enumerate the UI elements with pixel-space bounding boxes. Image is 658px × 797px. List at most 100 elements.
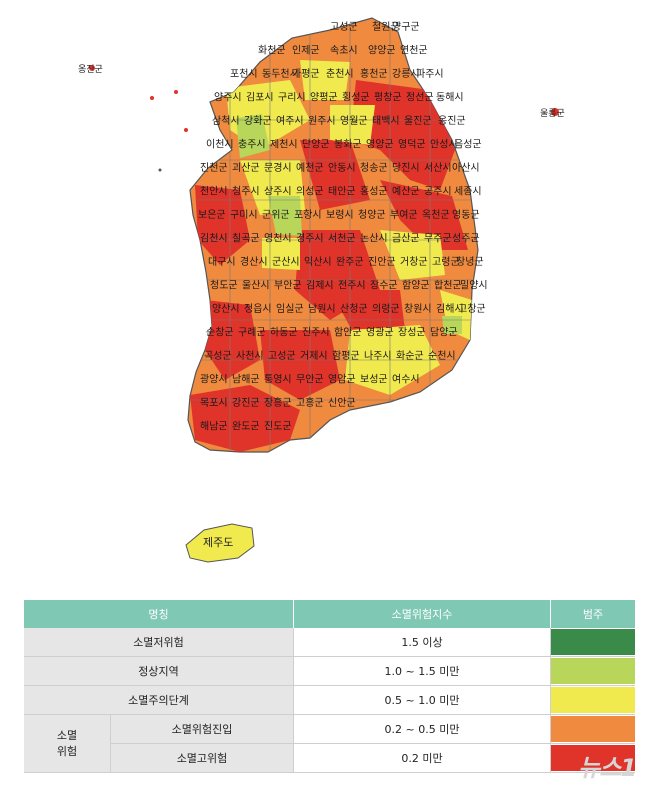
region-label: 거창군 bbox=[400, 256, 428, 268]
region-label: 봉화군 bbox=[334, 139, 362, 151]
region-label: 해남군 bbox=[200, 420, 228, 433]
region-label: 영양군 bbox=[366, 139, 394, 151]
region-label: 서산시 bbox=[424, 162, 452, 174]
region-label: 부여군 bbox=[390, 209, 418, 221]
legend-swatch bbox=[551, 686, 635, 715]
legend-header-category: 범주 bbox=[551, 600, 635, 628]
region-label: 남해군 bbox=[232, 373, 260, 386]
island-label-ongjin: 옹진군 bbox=[78, 64, 103, 75]
region-label: 장성군 bbox=[398, 327, 426, 339]
legend-swatch bbox=[551, 657, 635, 686]
region-label: 단양군 bbox=[302, 139, 330, 151]
region-label: 인제군 bbox=[292, 45, 320, 57]
jeju-label: 제주도 bbox=[203, 536, 233, 549]
region-label: 세종시 bbox=[454, 186, 482, 198]
region-label: 논산시 bbox=[360, 233, 388, 245]
region-label: 담양군 bbox=[430, 327, 458, 339]
region-label: 양산시 bbox=[212, 303, 240, 315]
region-label: 횡성군 bbox=[342, 92, 370, 104]
region-label: 연천군 bbox=[400, 45, 428, 57]
legend-swatch bbox=[551, 744, 635, 773]
region-label: 옹진군 bbox=[438, 115, 466, 127]
legend-index: 0.5 ~ 1.0 미만 bbox=[294, 686, 551, 715]
region-label: 김제시 bbox=[306, 280, 334, 292]
region-label: 안동시 bbox=[328, 162, 356, 174]
region-label: 공주시 bbox=[424, 186, 452, 198]
legend-header-index: 소멸위험지수 bbox=[294, 600, 551, 628]
region-label: 무주군 bbox=[424, 233, 452, 245]
region-label: 상주시 bbox=[264, 186, 292, 198]
region-label: 김천시 bbox=[200, 233, 228, 245]
region-label: 함양군 bbox=[402, 280, 430, 292]
region-label: 칠곡군 bbox=[232, 233, 260, 245]
region-label: 강화군 bbox=[244, 115, 272, 127]
region-label: 춘천시 bbox=[326, 68, 354, 80]
island bbox=[158, 168, 162, 172]
region-label: 부안군 bbox=[274, 280, 302, 292]
legend-group-text: 소멸 위험 bbox=[56, 728, 78, 758]
region-label: 의성군 bbox=[296, 186, 324, 198]
region-label: 밀양시 bbox=[460, 280, 488, 292]
region-label: 청양군 bbox=[358, 209, 386, 221]
region-label: 속초시 bbox=[330, 45, 358, 57]
region-label: 광양시 bbox=[200, 374, 228, 386]
legend-index: 0.2 미만 bbox=[294, 744, 551, 773]
mainland bbox=[187, 17, 479, 453]
jeju-island: 제주도 bbox=[185, 523, 255, 563]
region-label: 구미시 bbox=[230, 209, 258, 221]
region-label: 파주시 bbox=[416, 68, 444, 80]
region-label: 포천시 bbox=[230, 68, 258, 80]
region-label: 동두천시 bbox=[262, 68, 299, 80]
region-label: 거제시 bbox=[300, 350, 328, 362]
region-label: 태백시 bbox=[372, 115, 400, 127]
region-label: 진도군 bbox=[264, 421, 292, 433]
region-label: 울진군 bbox=[404, 115, 432, 127]
legend-swatch bbox=[551, 628, 635, 657]
region-label: 경산시 bbox=[240, 255, 268, 268]
region-label: 화천군 bbox=[258, 45, 286, 57]
region-label: 보은군 bbox=[198, 209, 226, 221]
region-label: 여수시 bbox=[392, 374, 420, 386]
region-label: 신안군 bbox=[328, 397, 356, 409]
region-label: 이천시 bbox=[206, 139, 234, 151]
region-label: 양양군 bbox=[368, 45, 396, 57]
legend-name: 소멸저위험 bbox=[24, 628, 294, 657]
legend-name: 소멸고위험 bbox=[111, 744, 294, 773]
region-label: 무안군 bbox=[296, 374, 324, 386]
region-label: 홍성군 bbox=[360, 185, 388, 198]
region-label: 전주시 bbox=[338, 280, 366, 292]
region-label: 영암군 bbox=[328, 374, 356, 386]
region-label: 양주시 bbox=[214, 92, 242, 104]
region-label: 가평군 bbox=[292, 68, 320, 80]
region-label: 태안군 bbox=[328, 186, 356, 198]
region-label: 강진군 bbox=[232, 397, 260, 409]
region-label: 고창군 bbox=[458, 303, 486, 315]
region-label: 김포시 bbox=[246, 92, 274, 104]
region-label: 원주시 bbox=[308, 115, 336, 127]
region-label: 삼척시 bbox=[212, 115, 240, 127]
region-label: 목포시 bbox=[200, 397, 228, 409]
region-label: 괴산군 bbox=[232, 162, 260, 174]
region-label: 홍천군 bbox=[360, 67, 388, 80]
region-label: 울산시 bbox=[242, 280, 270, 292]
region-label: 고흥군 bbox=[296, 396, 324, 409]
region-label: 철원군 bbox=[372, 21, 400, 33]
region-label: 김해시 bbox=[436, 302, 464, 315]
news1-watermark: 뉴스1 bbox=[578, 754, 637, 782]
region-label: 보령시 bbox=[326, 209, 354, 221]
region-label: 영월군 bbox=[340, 115, 368, 127]
legend-group-label: 소멸 위험 bbox=[24, 715, 111, 773]
region-label: 양구군 bbox=[392, 21, 420, 33]
region-label: 구례군 bbox=[238, 327, 266, 339]
region-label: 군산시 bbox=[272, 256, 300, 268]
region-label: 성주군 bbox=[452, 233, 480, 245]
legend-row: 정상지역 1.0 ~ 1.5 미만 bbox=[24, 657, 635, 686]
region-label: 예천군 bbox=[296, 162, 324, 174]
region-label: 문경시 bbox=[264, 161, 292, 174]
region-label: 순천시 bbox=[428, 350, 456, 362]
island bbox=[551, 108, 559, 116]
region-label: 통영시 bbox=[264, 374, 292, 386]
island bbox=[89, 65, 95, 71]
region-label: 영광군 bbox=[366, 327, 394, 339]
